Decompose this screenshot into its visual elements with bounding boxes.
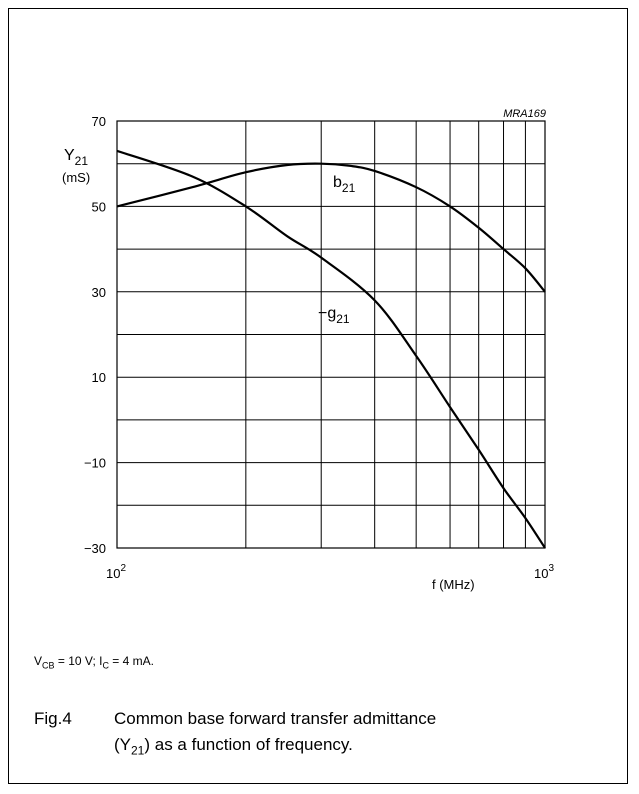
series-line-b21 [116, 162, 546, 293]
chart-id-label: MRA169 [503, 108, 546, 120]
curves [116, 149, 546, 549]
y-tick-label: −30 [84, 541, 106, 556]
series-line-g21 [116, 149, 546, 549]
x-tick-label: 103 [534, 563, 554, 581]
plot-border [116, 120, 546, 549]
y-tick-label: 30 [92, 285, 106, 300]
tick-labels: −30 −10 10 30 50 70 102 103 [84, 114, 555, 581]
grid [116, 120, 546, 549]
measurement-conditions: VCB = 10 V; IC = 4 mA. [34, 654, 154, 671]
y-tick-label: 50 [92, 199, 106, 214]
figure-number: Fig.4 [34, 709, 72, 728]
y-tick-label: −10 [84, 456, 106, 471]
y-axis-label: Y21 [64, 147, 88, 168]
series-label-b21: b21 [333, 174, 356, 195]
y-axis-unit: (mS) [62, 170, 90, 185]
figure-caption: Fig.4 Common base forward transfer admitt… [34, 706, 584, 763]
series-label-g21: −g21 [318, 305, 350, 326]
x-tick-label: 102 [106, 563, 126, 581]
figure-frame [8, 8, 628, 784]
caption-text: Common base forward transfer admittance(… [114, 709, 437, 758]
y-tick-label: 70 [92, 114, 106, 129]
labels: MRA169 Y21 (mS) f (MHz) b21 −g21 [62, 108, 546, 592]
y-tick-label: 10 [92, 370, 106, 385]
x-axis-label: f (MHz) [432, 577, 475, 592]
